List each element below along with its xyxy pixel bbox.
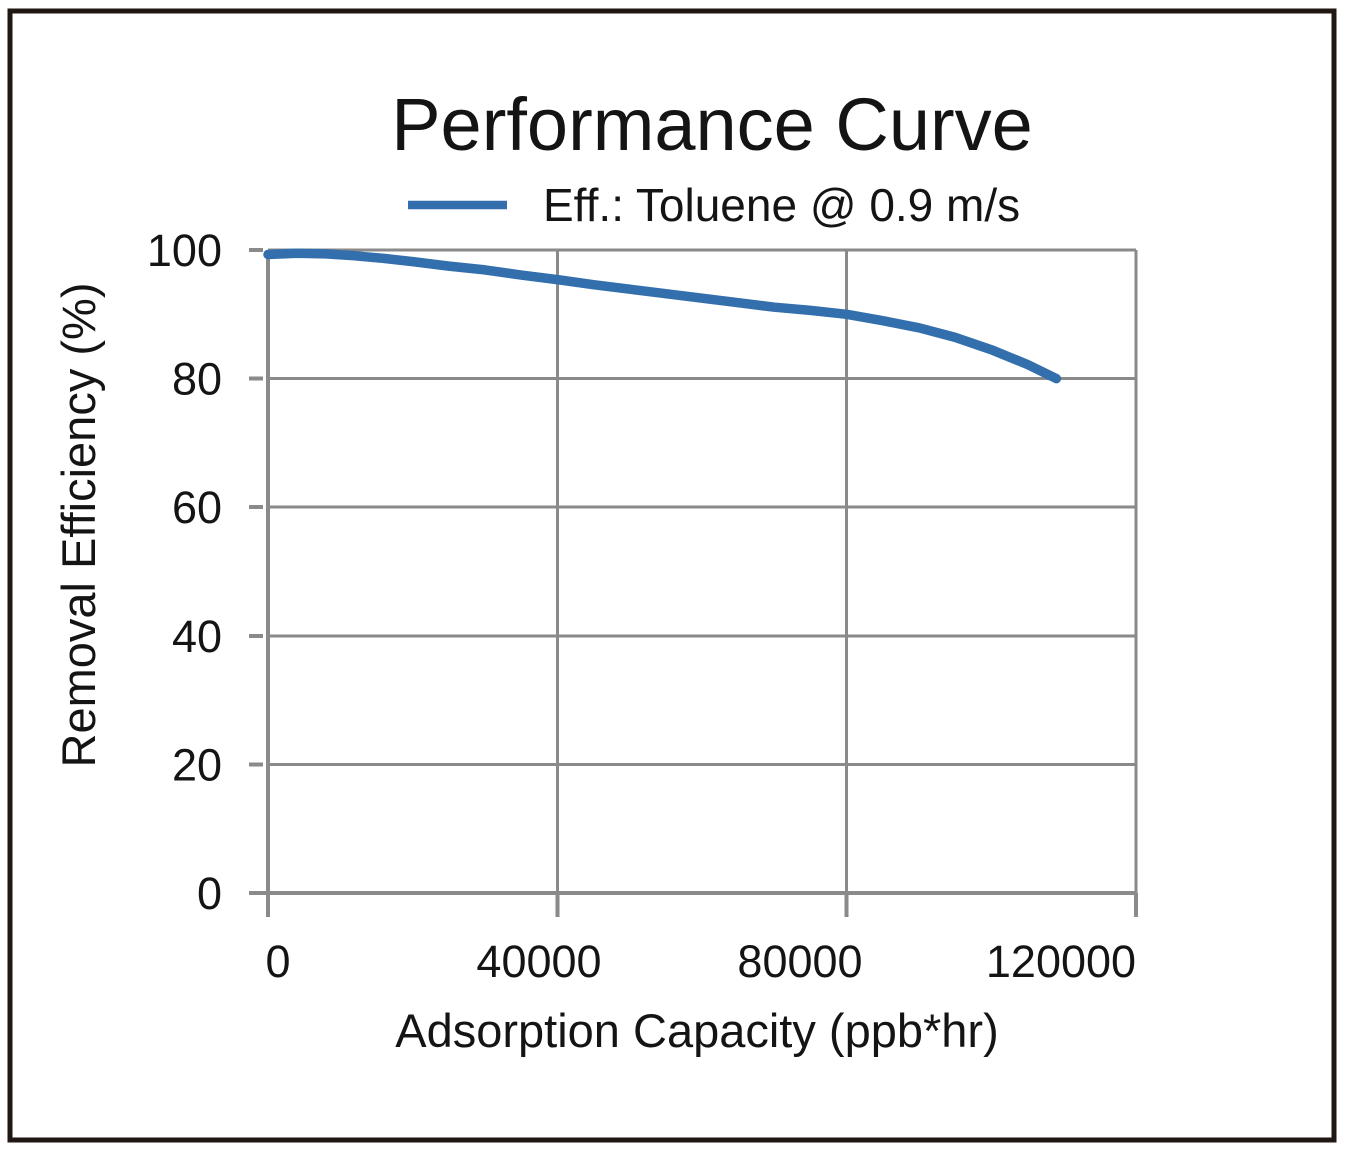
legend: Eff.: Toluene @ 0.9 m/s <box>408 179 1020 231</box>
x-tick-label: 120000 <box>986 936 1136 987</box>
outer-border <box>7 8 1337 1143</box>
y-tick-label: 60 <box>172 482 222 533</box>
series-lines <box>263 248 1062 384</box>
legend-label: Eff.: Toluene @ 0.9 m/s <box>543 179 1020 231</box>
y-tick-label: 80 <box>172 354 222 405</box>
x-tick-label: 80000 <box>737 936 862 987</box>
x-tick-label: 0 <box>265 936 290 987</box>
y-tick-label: 0 <box>197 868 222 919</box>
chart-title: Performance Curve <box>391 83 1033 166</box>
y-tick-label: 20 <box>172 739 222 790</box>
gridlines <box>266 248 1138 895</box>
x-axis-title: Adsorption Capacity (ppb*hr) <box>395 1004 998 1057</box>
axes <box>249 248 1138 917</box>
x-tick-label: 40000 <box>476 936 601 987</box>
series-line <box>263 248 1062 384</box>
y-tick-label: 100 <box>147 225 222 276</box>
y-tick-label: 40 <box>172 611 222 662</box>
y-axis-title: Removal Efficiency (%) <box>52 283 105 768</box>
tick-labels: 0 20 40 60 80 100 0 40000 80000 120000 <box>147 225 1136 987</box>
